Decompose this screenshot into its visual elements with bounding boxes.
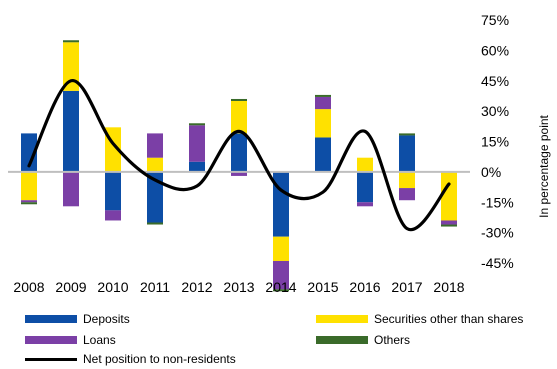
- x-tick-label: 2014: [265, 279, 296, 295]
- y-tick-label: 30%: [481, 103, 509, 119]
- x-tick-label: 2016: [349, 279, 380, 295]
- bar-segment: [315, 109, 331, 138]
- bar-segment: [273, 289, 289, 292]
- bar-segment: [147, 133, 163, 158]
- legend-securities-label: Securities other than shares: [374, 312, 524, 326]
- bar-segment: [21, 202, 37, 205]
- x-tick-label: 2012: [181, 279, 212, 295]
- legend-securities-swatch: [316, 315, 368, 323]
- legend-deposits-swatch: [25, 315, 77, 323]
- bar-segment: [231, 101, 247, 134]
- bar-segment: [315, 96, 331, 110]
- y-tick-label: 45%: [481, 73, 509, 89]
- legend-loans-swatch: [25, 336, 77, 344]
- bar-segment: [147, 171, 163, 223]
- bar-segment: [441, 171, 457, 221]
- bar-segment: [441, 224, 457, 227]
- x-tick-label: 2009: [55, 279, 86, 295]
- y-axis: -45% -30% -15% 0% 15% 30% 45% 60% 75%: [481, 12, 514, 271]
- bar-segment: [273, 260, 289, 290]
- bar-segment: [399, 188, 415, 201]
- bar-segment: [147, 222, 163, 225]
- bar-segment: [189, 161, 205, 172]
- bar-segment: [189, 123, 205, 126]
- bar-segment: [357, 157, 373, 172]
- legend-securities: Securities other than shares: [316, 312, 523, 326]
- bars: [21, 40, 457, 292]
- bar-segment: [315, 94, 331, 97]
- bar-segment: [63, 90, 79, 172]
- bar-segment: [231, 98, 247, 101]
- bar-segment: [315, 137, 331, 172]
- x-tick-label: 2015: [307, 279, 338, 295]
- legend-others-label: Others: [374, 333, 411, 347]
- legend-net-position-label: Net position to non-residents: [83, 352, 236, 366]
- y-tick-label: 0%: [481, 164, 501, 180]
- legend-deposits: Deposits: [25, 312, 130, 326]
- x-tick-label: 2018: [433, 279, 464, 295]
- bar-segment: [21, 133, 37, 172]
- bar-segment: [357, 202, 373, 207]
- bar-segment: [105, 171, 121, 211]
- bar-segment: [231, 171, 247, 176]
- bar-segment: [147, 157, 163, 172]
- y-tick-label: 75%: [481, 12, 509, 28]
- legend-net-position: Net position to non-residents: [25, 352, 236, 366]
- bar-segment: [63, 40, 79, 43]
- y-axis-label: In percentage point: [537, 114, 551, 217]
- x-tick-label: 2010: [97, 279, 128, 295]
- legend-others-swatch: [316, 336, 368, 344]
- y-tick-label: -30%: [481, 225, 514, 241]
- bar-segment: [21, 171, 37, 201]
- bar-segment: [63, 171, 79, 207]
- x-tick-label: 2013: [223, 279, 254, 295]
- bar-segment: [399, 133, 415, 136]
- bar-segment: [63, 42, 79, 91]
- legend-net-position-swatch: [25, 357, 77, 361]
- legend-loans: Loans: [25, 333, 116, 347]
- bar-segment: [21, 200, 37, 203]
- net-line-group: [27, 79, 451, 232]
- x-tick-label: 2017: [391, 279, 422, 295]
- bar-segment: [231, 133, 247, 172]
- bar-segment: [441, 220, 457, 225]
- y-tick-label: 60%: [481, 42, 509, 58]
- y-tick-label: 15%: [481, 134, 509, 150]
- x-axis: 2008 2009 2010 2011 2012 2013 2014 2015 2016 2017…: [13, 279, 464, 295]
- y-tick-label: -45%: [481, 255, 514, 271]
- x-tick-label: 2008: [13, 279, 44, 295]
- legend-loans-label: Loans: [83, 333, 116, 347]
- bar-segment: [357, 171, 373, 203]
- y-tick-label: -15%: [481, 194, 514, 210]
- net-position-line: [27, 79, 451, 232]
- bar-segment: [105, 210, 121, 221]
- bar-segment: [189, 125, 205, 162]
- bar-segment: [273, 236, 289, 261]
- bar-segment: [399, 171, 415, 189]
- bar-segment: [399, 135, 415, 172]
- legend-others: Others: [316, 333, 410, 347]
- legend-deposits-label: Deposits: [83, 312, 130, 326]
- x-tick-label: 2011: [140, 279, 170, 295]
